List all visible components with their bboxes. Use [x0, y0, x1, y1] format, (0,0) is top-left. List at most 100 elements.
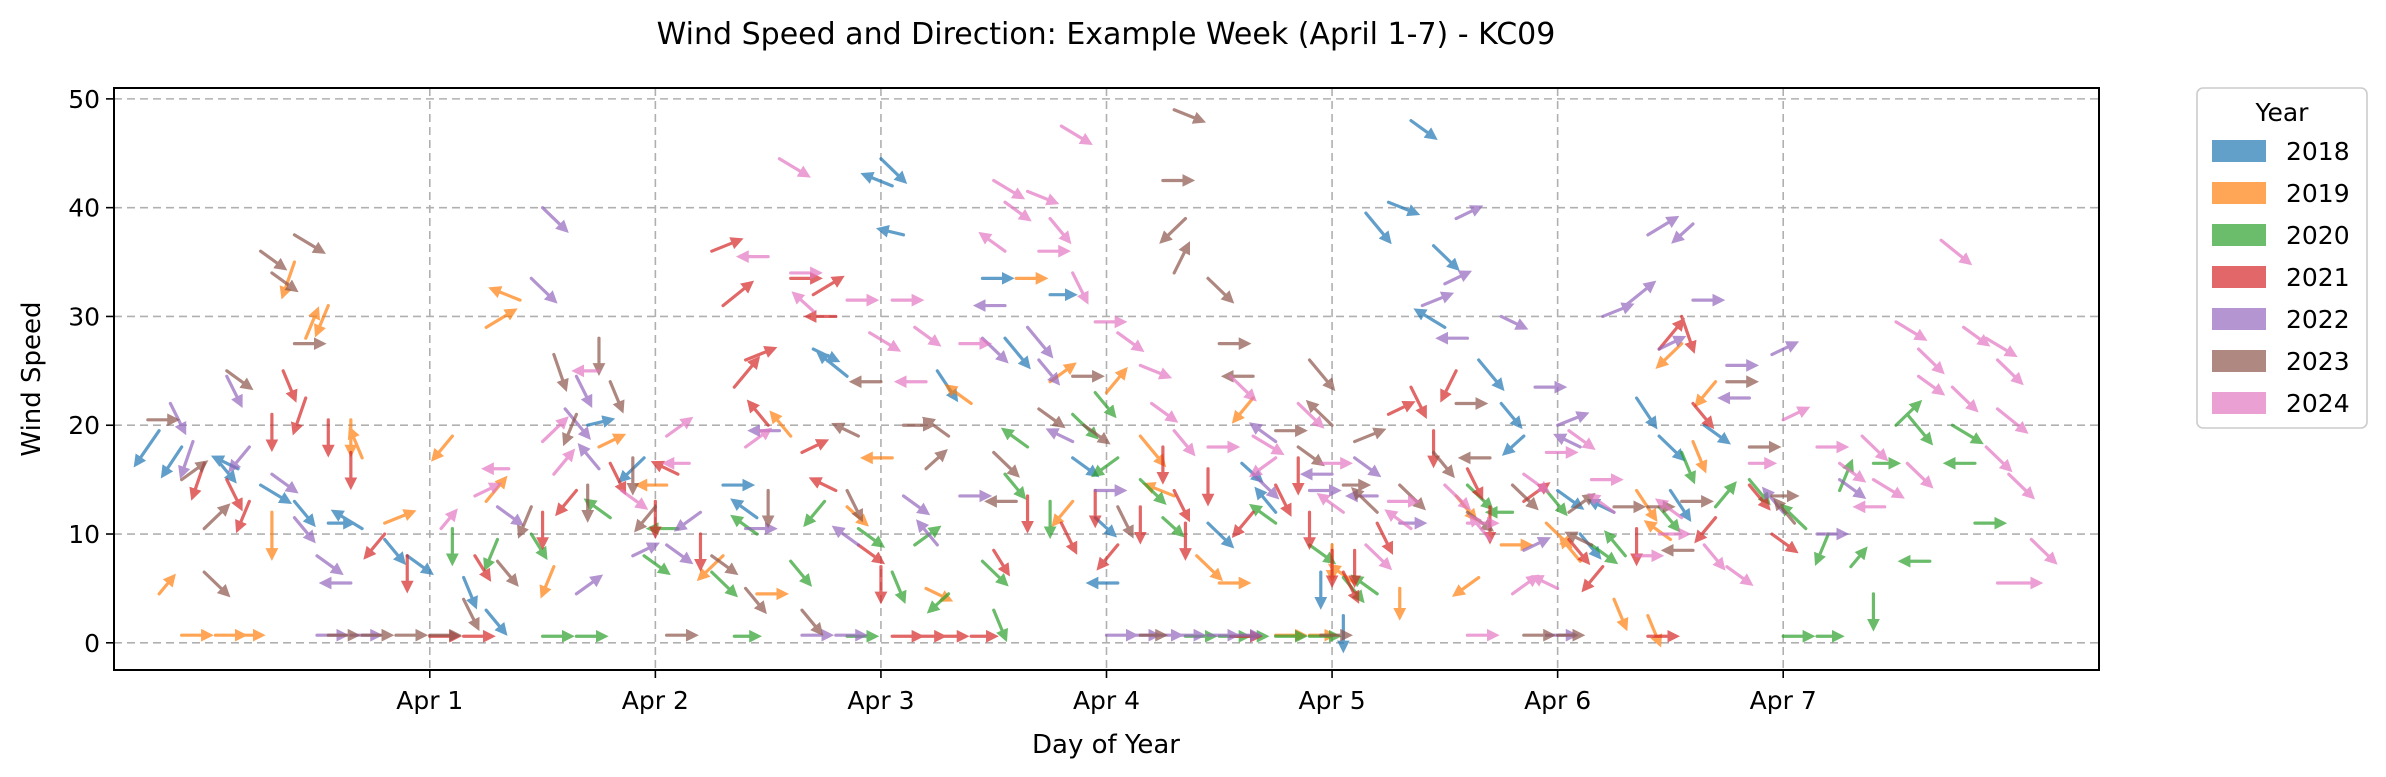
- wind-arrow: [586, 415, 616, 428]
- wind-arrow: [1984, 336, 2018, 358]
- wind-arrow: [901, 494, 931, 516]
- wind-arrow: [1657, 317, 1685, 351]
- wind-arrow: [1025, 189, 1060, 206]
- wind-arrow: [800, 608, 824, 636]
- wind-arrow: [1860, 434, 1889, 462]
- wind-arrow: [789, 559, 813, 587]
- wind-arrow: [710, 570, 738, 598]
- legend-box: [2196, 87, 2368, 429]
- wind-arrow: [944, 384, 973, 406]
- x-axis-label: Day of Year: [1032, 730, 1180, 760]
- wind-arrow: [608, 461, 627, 496]
- wind-arrow: [992, 450, 1020, 478]
- legend-label-2022: 2022: [2286, 305, 2350, 334]
- wind-arrow: [1556, 411, 1590, 427]
- wind-arrow: [1646, 614, 1663, 648]
- wind-arrow: [1510, 574, 1540, 596]
- wind-arrow: [1567, 492, 1596, 514]
- wind-arrow: [831, 422, 860, 438]
- wind-arrow: [926, 592, 951, 614]
- wind-arrow: [1564, 531, 1594, 547]
- arrow-series-2023: [146, 108, 1800, 642]
- wind-arrow: [583, 498, 612, 520]
- arrow-series-2022: [168, 205, 1867, 642]
- wind-arrow: [483, 537, 500, 572]
- wind-arrow: [642, 554, 671, 576]
- wind-arrow: [1553, 433, 1582, 449]
- wind-arrow: [730, 514, 759, 536]
- wind-arrow: [992, 608, 1008, 643]
- wind-arrow: [1939, 238, 1973, 266]
- wind-arrow: [1307, 358, 1336, 392]
- wind-arrow: [1104, 366, 1128, 395]
- arrow-series-2024: [439, 124, 2058, 642]
- wind-arrow: [1905, 412, 1934, 446]
- wind-arrow: [563, 407, 591, 441]
- wind-arrow: [1048, 216, 1072, 245]
- legend-swatch-2019: [2212, 182, 2266, 204]
- arrow-series-2020: [445, 390, 2008, 643]
- wind-arrow: [1353, 456, 1382, 478]
- wind-arrow: [1248, 456, 1278, 478]
- wind-arrow: [1296, 445, 1325, 467]
- wind-arrow: [980, 336, 1009, 364]
- wind-arrow: [1386, 200, 1421, 217]
- wind-arrow: [1849, 546, 1868, 569]
- wind-arrow: [1096, 543, 1120, 571]
- legend-title: Year: [2255, 98, 2310, 127]
- wind-arrow: [980, 559, 1009, 587]
- plot-area: [133, 108, 2058, 654]
- wind-arrow: [270, 271, 299, 293]
- wind-arrow: [1000, 427, 1030, 449]
- wind-arrow: [1231, 396, 1255, 424]
- wind-arrow: [791, 291, 815, 313]
- wind-arrow: [1231, 510, 1255, 538]
- wind-arrow: [879, 157, 908, 185]
- wind-arrow: [1781, 406, 1811, 422]
- wind-arrow: [730, 498, 759, 520]
- wind-arrow: [1003, 200, 1032, 222]
- wind-arrow: [1454, 205, 1484, 221]
- wind-arrow: [1556, 488, 1585, 510]
- wind-arrow: [1581, 565, 1605, 593]
- wind-arrow: [235, 499, 251, 534]
- wind-arrow: [1116, 331, 1145, 353]
- wind-arrow: [924, 448, 948, 471]
- wind-arrow: [597, 433, 627, 449]
- wind-arrow: [1045, 428, 1075, 444]
- wind-arrow: [1713, 481, 1737, 509]
- legend-label-2019: 2019: [2286, 179, 2350, 208]
- wind-arrow: [1296, 401, 1325, 429]
- wind-arrow: [860, 171, 894, 188]
- wind-arrow: [1773, 497, 1797, 525]
- wind-arrow: [160, 445, 184, 479]
- wind-arrow: [743, 346, 778, 362]
- wind-arrow: [992, 548, 1010, 577]
- wind-arrow: [1587, 492, 1616, 514]
- wind-arrow: [1037, 358, 1061, 386]
- wind-arrow: [673, 510, 703, 532]
- y-tick-label: 30: [68, 302, 100, 331]
- wind-arrow: [1364, 543, 1393, 571]
- wind-arrow: [1138, 434, 1167, 468]
- wind-arrow: [803, 499, 827, 528]
- wind-arrow: [1950, 385, 1979, 413]
- wind-arrow: [1465, 467, 1484, 501]
- x-tick-label: Apr 7: [1750, 686, 1817, 715]
- wind-arrow: [270, 472, 299, 494]
- wind-arrow: [1643, 520, 1673, 542]
- wind-arrow: [913, 525, 942, 547]
- wind-arrow: [721, 280, 755, 308]
- wind-arrow: [405, 554, 434, 576]
- wind-arrow: [228, 445, 251, 473]
- legend: Year 2018 2019 2020 2021 2022 2023 2024: [2196, 87, 2368, 429]
- wind-arrow: [1172, 241, 1191, 275]
- wind-arrow: [1398, 483, 1426, 511]
- wind-arrow: [574, 374, 593, 409]
- wind-arrow: [608, 380, 625, 414]
- wind-arrow: [2007, 472, 2036, 500]
- wind-arrow: [650, 460, 680, 476]
- wind-arrow: [292, 233, 326, 254]
- wind-arrow: [529, 276, 558, 304]
